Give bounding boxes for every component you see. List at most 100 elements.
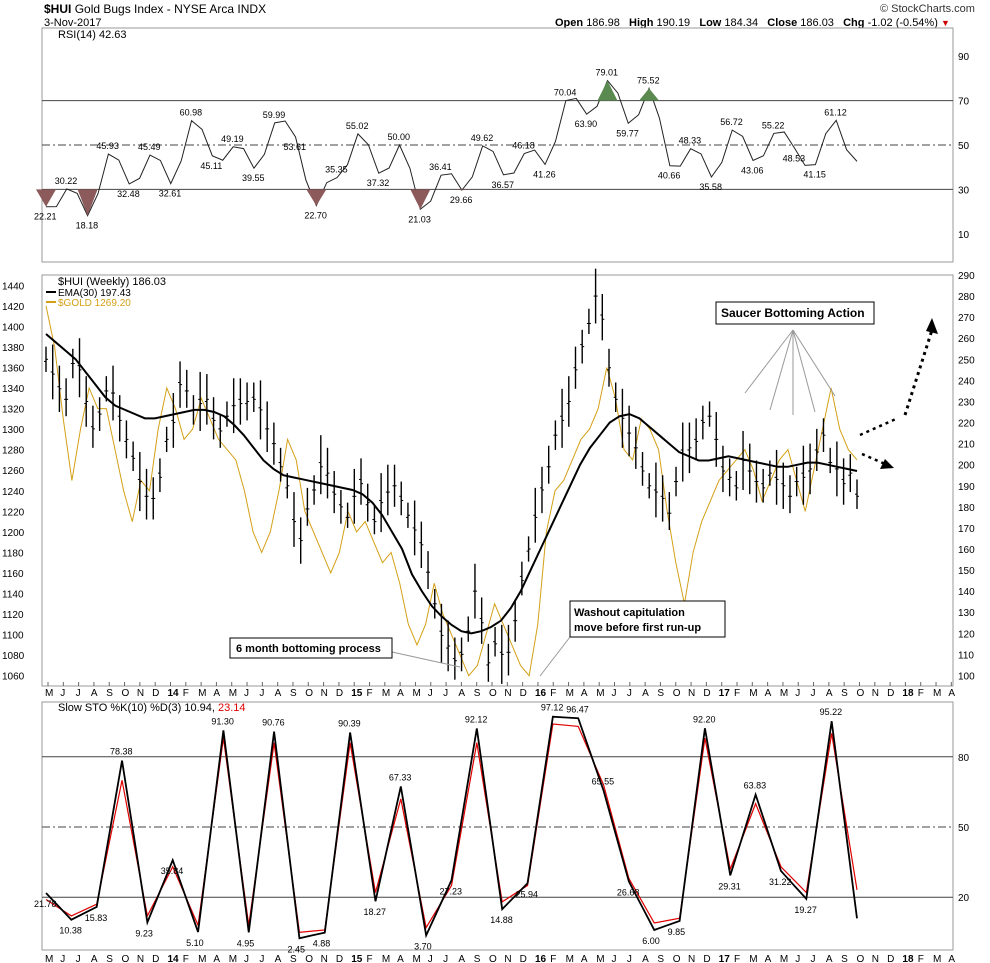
rsi-value-label: 29.66 xyxy=(450,195,473,205)
gold-left-tick: 1180 xyxy=(2,548,24,559)
symbol: $HUI xyxy=(44,2,72,16)
month-label: 17 xyxy=(719,688,731,699)
month-label: S xyxy=(657,688,664,699)
month-label: S xyxy=(657,954,664,963)
stoch-value-label: 97.12 xyxy=(541,703,564,713)
rsi-value-label: 55.02 xyxy=(346,121,369,131)
month-label: J xyxy=(627,954,632,963)
price-right-tick: 280 xyxy=(958,292,975,303)
stoch-value-label: 90.39 xyxy=(338,718,361,728)
stoch-value-label: 4.88 xyxy=(313,939,331,949)
price-right-tick: 240 xyxy=(958,376,975,387)
saucer-callout-box xyxy=(715,301,875,325)
rsi-overbought-fill xyxy=(639,88,660,101)
close-value: 186.03 xyxy=(800,17,834,29)
stoch-value-label: 2.45 xyxy=(287,944,305,954)
month-label: M xyxy=(412,688,420,699)
month-label: A xyxy=(213,954,220,963)
chart-title: $HUI Gold Bugs Index - NYSE Arca INDX xyxy=(44,2,266,16)
gold-line xyxy=(45,305,858,677)
month-label: D xyxy=(887,688,894,699)
price-right-tick: 100 xyxy=(958,671,975,682)
price-right-tick: 250 xyxy=(958,355,975,366)
ohlc-readout: Open 186.98 High 190.19 Low 184.34 Close… xyxy=(555,17,950,29)
legend-gold: $GOLD 1269.20 xyxy=(58,298,131,309)
month-label: F xyxy=(367,954,373,963)
saucer-pointer-2 xyxy=(769,329,794,411)
open-value: 186.98 xyxy=(586,17,620,29)
month-label: S xyxy=(474,954,481,963)
gold-left-tick: 1140 xyxy=(2,590,24,601)
gold-left-tick: 1400 xyxy=(2,322,25,333)
month-label: O xyxy=(489,954,497,963)
month-label: O xyxy=(856,688,864,699)
rsi-value-label: 36.57 xyxy=(491,180,514,190)
price-right-tick: 160 xyxy=(958,545,975,556)
month-label: N xyxy=(321,688,328,699)
price-right-tick: 290 xyxy=(958,271,975,282)
rsi-title: RSI(14) 42.63 xyxy=(58,29,126,41)
month-label: S xyxy=(290,954,297,963)
month-label: A xyxy=(458,954,465,963)
rsi-value-label: 48.33 xyxy=(679,136,702,146)
price-right-tick: 200 xyxy=(958,461,975,472)
month-label: J xyxy=(795,954,800,963)
rsi-tick-label: 90 xyxy=(958,52,970,63)
stoch-value-label: 9.23 xyxy=(135,928,153,938)
rsi-value-label: 41.15 xyxy=(803,170,826,180)
month-label: N xyxy=(137,954,144,963)
low-value: 184.34 xyxy=(724,17,759,29)
stoch-value-label: 78.38 xyxy=(110,747,133,757)
month-label: A xyxy=(581,954,588,963)
stoch-value-label: 35.84 xyxy=(161,866,184,876)
month-label: M xyxy=(749,688,757,699)
month-label: A xyxy=(765,688,772,699)
rsi-value-label: 70.04 xyxy=(554,88,577,98)
low-label: Low xyxy=(699,17,722,29)
month-label: S xyxy=(841,688,848,699)
month-label: 18 xyxy=(902,954,914,963)
sto-frame xyxy=(41,701,954,951)
price-right-tick: 220 xyxy=(958,419,975,430)
washout-callout-line1: Washout capitulation xyxy=(574,607,685,619)
month-label: 18 xyxy=(902,688,914,699)
gold-left-tick: 1320 xyxy=(2,405,25,416)
month-label: J xyxy=(612,954,617,963)
gold-left-tick: 1260 xyxy=(2,466,25,477)
month-label: A xyxy=(213,688,220,699)
rsi-tick-label: 30 xyxy=(958,185,970,196)
stoch-value-label: 19.27 xyxy=(794,905,817,915)
month-label: N xyxy=(872,954,879,963)
month-label: A xyxy=(397,688,404,699)
stoch-tick-label: 50 xyxy=(958,823,970,834)
stoch-value-label: 29.31 xyxy=(718,881,741,891)
month-label: O xyxy=(489,688,497,699)
index-name: Gold Bugs Index - NYSE Arca INDX xyxy=(74,2,267,16)
month-label: A xyxy=(948,954,955,963)
rsi-value-label: 59.99 xyxy=(263,110,286,120)
month-label: A xyxy=(91,688,98,699)
gold-left-tick: 1200 xyxy=(2,528,25,539)
gold-left-tick: 1160 xyxy=(2,569,24,580)
month-label: J xyxy=(443,954,448,963)
ema30-line xyxy=(45,333,858,635)
rsi-value-label: 45.49 xyxy=(138,142,161,152)
month-label: F xyxy=(183,688,189,699)
price-right-tick: 210 xyxy=(958,440,975,451)
rsi-oversold-fill xyxy=(36,189,56,207)
stoch-value-label: 92.12 xyxy=(465,714,488,724)
stoch-value-label: 90.76 xyxy=(262,718,285,728)
month-label: A xyxy=(948,688,955,699)
gold-left-tick: 1120 xyxy=(2,610,24,621)
month-label: J xyxy=(259,954,264,963)
month-label: J xyxy=(795,688,800,699)
gold-left-tick: 1100 xyxy=(2,631,24,642)
rsi-value-label: 61.12 xyxy=(824,107,847,117)
stochastic-panel: Slow STO %K(10) %D(3) 10.94, 23.14 20 50 8… xyxy=(34,702,970,954)
month-label: O xyxy=(673,954,681,963)
gold-left-tick: 1080 xyxy=(2,651,25,662)
arrow-down xyxy=(861,452,886,466)
washout-pointer xyxy=(539,636,571,677)
stoch-value-label: 67.33 xyxy=(389,772,412,782)
month-label: J xyxy=(612,688,617,699)
